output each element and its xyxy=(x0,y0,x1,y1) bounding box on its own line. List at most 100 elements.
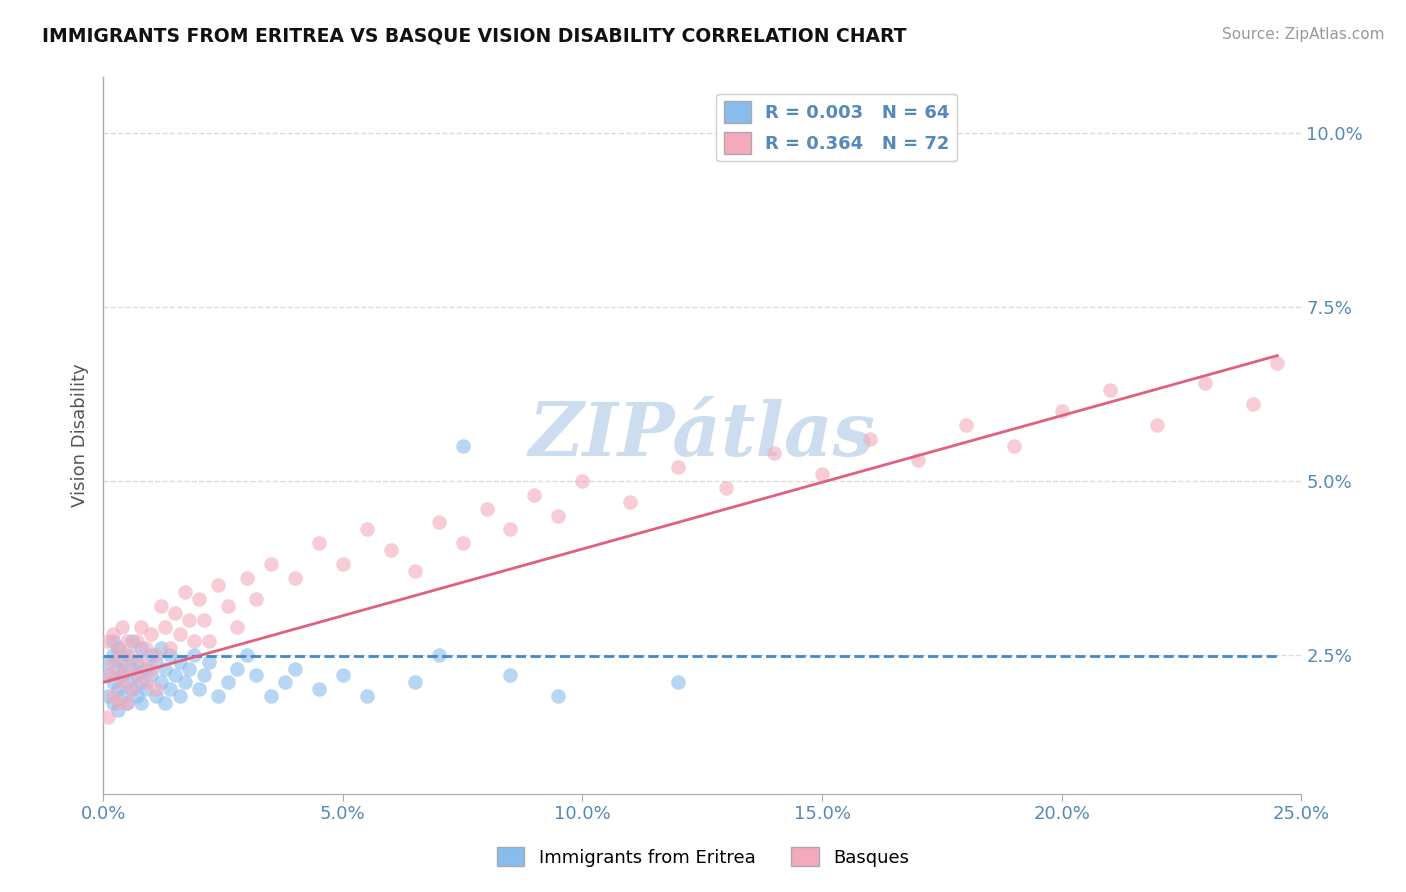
Point xyxy=(260,690,283,704)
Point xyxy=(183,633,205,648)
Point xyxy=(197,633,219,648)
Point xyxy=(121,682,143,697)
Point xyxy=(207,690,229,704)
Point xyxy=(131,655,153,669)
Point xyxy=(139,668,162,682)
Point xyxy=(811,467,834,481)
Point xyxy=(207,578,229,592)
Point xyxy=(308,536,330,550)
Point xyxy=(107,640,129,655)
Point xyxy=(217,599,239,613)
Point xyxy=(907,453,929,467)
Point xyxy=(107,640,129,655)
Point xyxy=(356,690,378,704)
Point xyxy=(101,648,124,662)
Point xyxy=(183,648,205,662)
Point xyxy=(135,682,157,697)
Point xyxy=(236,571,259,585)
Point xyxy=(714,481,737,495)
Point xyxy=(666,459,689,474)
Point xyxy=(159,648,181,662)
Point xyxy=(97,655,120,669)
Point xyxy=(245,668,267,682)
Point xyxy=(666,675,689,690)
Point xyxy=(499,668,522,682)
Point xyxy=(107,668,129,682)
Point xyxy=(260,558,283,572)
Point xyxy=(139,648,162,662)
Point xyxy=(236,648,259,662)
Point xyxy=(131,620,153,634)
Point xyxy=(547,508,569,523)
Point xyxy=(523,488,546,502)
Point xyxy=(125,633,148,648)
Point xyxy=(97,690,120,704)
Point xyxy=(159,640,181,655)
Point xyxy=(1241,397,1264,411)
Legend: R = 0.003   N = 64, R = 0.364   N = 72: R = 0.003 N = 64, R = 0.364 N = 72 xyxy=(717,94,956,161)
Point xyxy=(571,474,593,488)
Point xyxy=(245,591,267,606)
Point xyxy=(284,661,307,675)
Point xyxy=(427,516,450,530)
Point xyxy=(149,640,172,655)
Text: ZIPátlas: ZIPátlas xyxy=(529,400,876,472)
Point xyxy=(111,668,134,682)
Point xyxy=(111,648,134,662)
Point xyxy=(111,620,134,634)
Point xyxy=(451,536,474,550)
Legend: Immigrants from Eritrea, Basques: Immigrants from Eritrea, Basques xyxy=(489,840,917,874)
Point xyxy=(226,661,249,675)
Point xyxy=(169,626,191,640)
Point xyxy=(125,668,148,682)
Point xyxy=(155,661,177,675)
Point xyxy=(1098,384,1121,398)
Point xyxy=(107,696,129,710)
Point xyxy=(188,682,211,697)
Point xyxy=(121,633,143,648)
Point xyxy=(217,675,239,690)
Point xyxy=(115,633,138,648)
Point xyxy=(1265,355,1288,369)
Point xyxy=(131,640,153,655)
Point xyxy=(125,668,148,682)
Point xyxy=(125,690,148,704)
Point xyxy=(97,710,120,724)
Point xyxy=(145,682,167,697)
Point xyxy=(145,690,167,704)
Point xyxy=(547,690,569,704)
Text: IMMIGRANTS FROM ERITREA VS BASQUE VISION DISABILITY CORRELATION CHART: IMMIGRANTS FROM ERITREA VS BASQUE VISION… xyxy=(42,27,907,45)
Point xyxy=(226,620,249,634)
Point xyxy=(955,418,977,433)
Point xyxy=(163,668,186,682)
Point xyxy=(188,591,211,606)
Point xyxy=(135,675,157,690)
Point xyxy=(139,626,162,640)
Point xyxy=(169,690,191,704)
Point xyxy=(1146,418,1168,433)
Point xyxy=(356,523,378,537)
Point xyxy=(404,564,426,578)
Y-axis label: Vision Disability: Vision Disability xyxy=(72,364,89,508)
Point xyxy=(284,571,307,585)
Point xyxy=(107,703,129,717)
Point xyxy=(145,648,167,662)
Point xyxy=(135,661,157,675)
Point xyxy=(404,675,426,690)
Point xyxy=(107,661,129,675)
Point xyxy=(97,668,120,682)
Point xyxy=(115,696,138,710)
Point xyxy=(475,501,498,516)
Point xyxy=(173,585,195,599)
Point xyxy=(145,655,167,669)
Point xyxy=(107,682,129,697)
Point xyxy=(332,558,354,572)
Point xyxy=(179,661,201,675)
Point xyxy=(193,613,215,627)
Point xyxy=(173,675,195,690)
Point xyxy=(1050,404,1073,418)
Point xyxy=(163,606,186,620)
Point xyxy=(427,648,450,662)
Point xyxy=(274,675,297,690)
Point xyxy=(1194,376,1216,391)
